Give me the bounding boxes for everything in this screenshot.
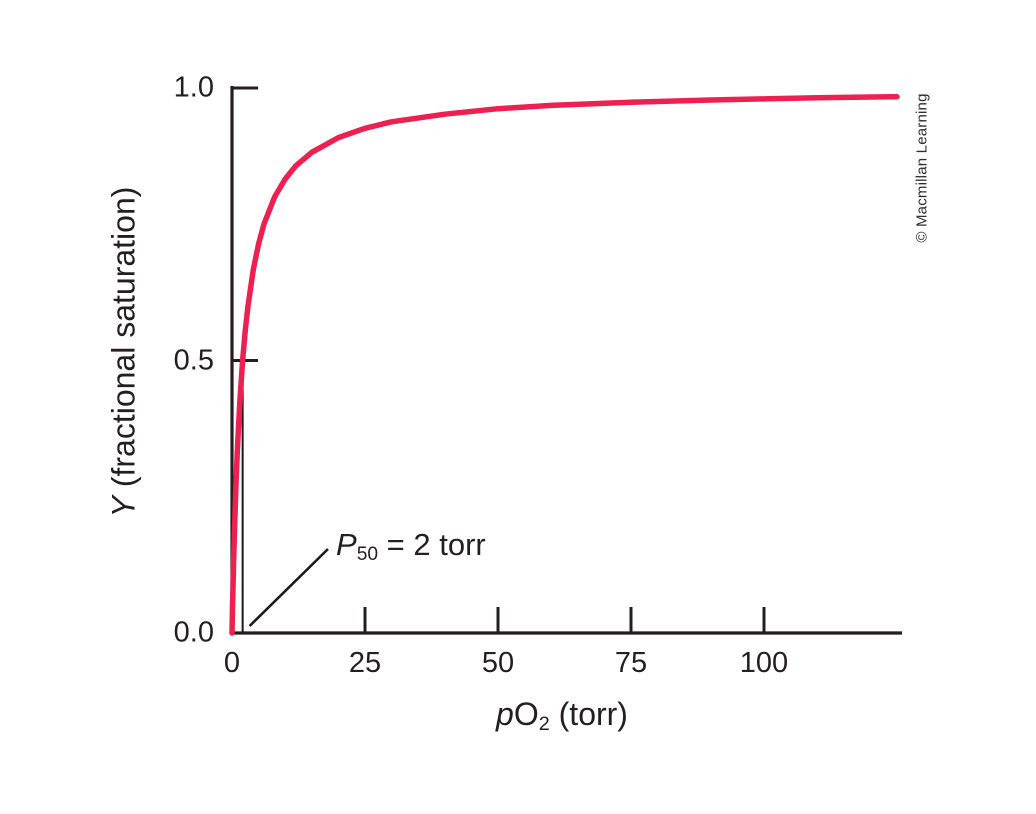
x-tick-label: 0: [223, 647, 241, 679]
binding-curve: [229, 93, 900, 636]
credit-text: © Macmillan Learning: [913, 93, 931, 243]
x-axis-title-variable: p: [496, 696, 514, 732]
x-tick-label: 50: [481, 647, 515, 679]
x-tick-label: 100: [739, 647, 789, 679]
p50-annotation-rest: = 2 torr: [378, 527, 486, 562]
x-tick-label: 75: [614, 647, 648, 679]
y-axis-title-variable: Y: [105, 496, 142, 518]
y-axis-title-rest: (fractional saturation): [105, 186, 142, 497]
y-tick-label: 1.0: [173, 71, 214, 104]
x-axis-title-rest: (torr): [549, 696, 628, 732]
y-tick-label: 0.0: [173, 616, 214, 649]
p50-annotation: P50 = 2 torr: [336, 527, 486, 566]
p50-pointer-line: [248, 548, 329, 627]
x-axis-title-element: O: [513, 696, 539, 732]
x-axis-title: pO2 (torr): [496, 696, 628, 736]
p50-annotation-variable: P: [336, 527, 357, 562]
x-axis-title-subscript: 2: [538, 712, 550, 735]
x-tick-label: 25: [348, 647, 382, 679]
y-tick-label: 0.5: [173, 344, 214, 376]
p50-annotation-subscript: 50: [356, 543, 379, 565]
